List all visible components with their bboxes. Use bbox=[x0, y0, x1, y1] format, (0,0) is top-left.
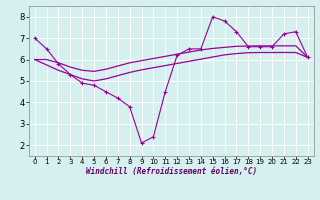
X-axis label: Windchill (Refroidissement éolien,°C): Windchill (Refroidissement éolien,°C) bbox=[86, 167, 257, 176]
